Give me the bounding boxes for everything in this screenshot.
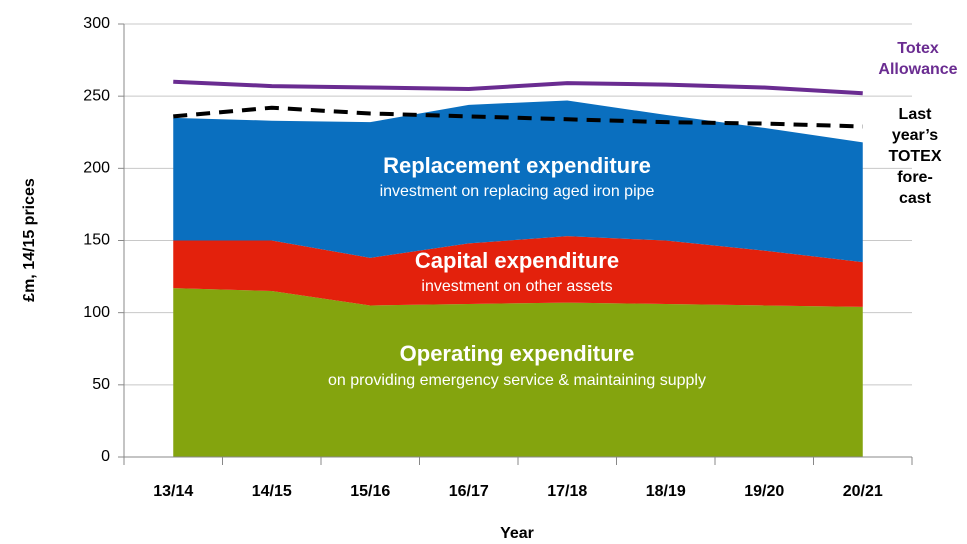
line-label: Last year’s TOTEX fore-cast [888, 106, 942, 207]
area-description: investment on replacing aged iron pipe [380, 183, 655, 200]
y-tick-label: 200 [83, 160, 110, 177]
area-label: Replacement expenditure [383, 153, 651, 178]
axes: 0 50 100 150 200 250 300 13/14 14/15 15/16 16/17 17… [83, 15, 913, 500]
y-tick-label: 150 [83, 232, 110, 249]
area-label: Capital expenditure [415, 248, 619, 273]
x-tick-label: 19/20 [744, 483, 784, 500]
y-tick-label: 50 [92, 376, 110, 393]
line [173, 105, 863, 129]
area [173, 288, 863, 457]
line-label: Totex Allowance [878, 40, 958, 78]
x-tick-label: 17/18 [547, 483, 587, 500]
y-tick-label: 0 [101, 448, 110, 465]
y-tick-label: 100 [83, 304, 110, 321]
marks [173, 79, 863, 457]
area-description: investment on other assets [421, 278, 612, 295]
line [173, 79, 863, 96]
x-tick-label: 16/17 [449, 483, 489, 500]
x-axis-label: Year [500, 525, 534, 542]
x-tick-label: 20/21 [843, 483, 883, 500]
x-tick-label: 15/16 [350, 483, 390, 500]
x-tick-label: 14/15 [252, 483, 292, 500]
y-tick-label: 300 [83, 15, 110, 32]
y-axis-label: £m, 14/15 prices [21, 178, 38, 302]
x-tick-label: 18/19 [646, 483, 686, 500]
area [173, 236, 863, 307]
x-tick-label: 13/14 [153, 483, 193, 500]
area-label: Operating expenditure [400, 341, 635, 366]
y-tick-label: 250 [83, 87, 110, 104]
area-description: on providing emergency service & maintai… [328, 372, 706, 389]
area [173, 100, 863, 263]
